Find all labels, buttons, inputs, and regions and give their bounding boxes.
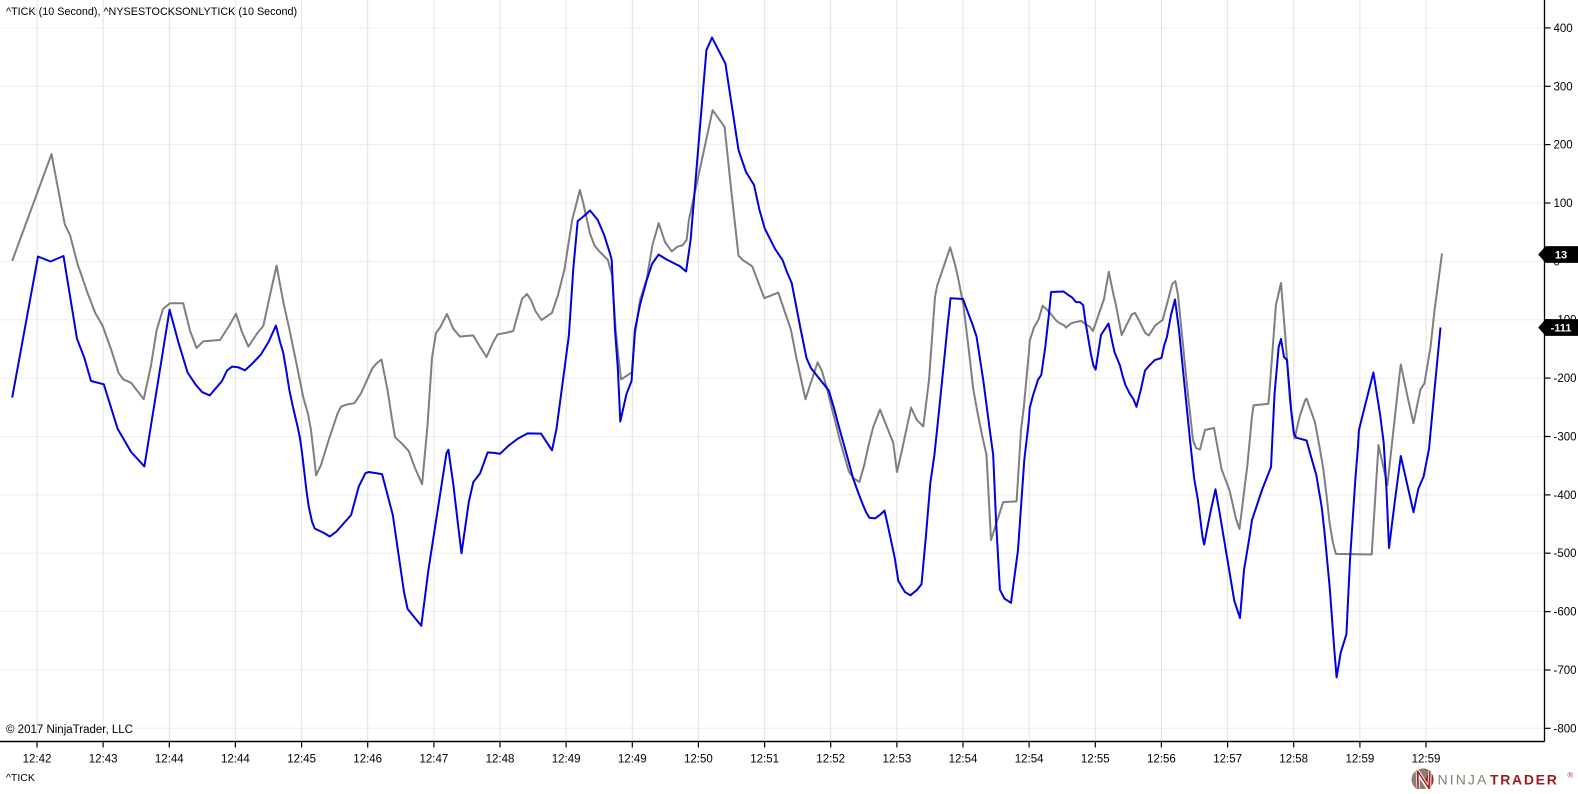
svg-text:13: 13 — [1555, 250, 1567, 262]
svg-text:12:44: 12:44 — [221, 754, 250, 766]
svg-text:^TICK: ^TICK — [6, 772, 35, 784]
svg-text:12:59: 12:59 — [1346, 754, 1375, 766]
svg-text:12:48: 12:48 — [486, 754, 515, 766]
svg-text:12:56: 12:56 — [1147, 754, 1176, 766]
svg-text:200: 200 — [1554, 140, 1573, 152]
svg-text:-300: -300 — [1554, 432, 1577, 444]
svg-text:-111: -111 — [1551, 323, 1572, 335]
svg-text:12:55: 12:55 — [1081, 754, 1110, 766]
svg-text:12:51: 12:51 — [750, 754, 779, 766]
svg-text:-200: -200 — [1554, 373, 1577, 385]
svg-text:300: 300 — [1554, 81, 1573, 93]
svg-text:^TICK (10 Second), ^NYSESTOCKS: ^TICK (10 Second), ^NYSESTOCKSONLYTICK (… — [6, 6, 297, 18]
svg-text:12:49: 12:49 — [552, 754, 581, 766]
svg-text:100: 100 — [1554, 198, 1573, 210]
svg-text:12:53: 12:53 — [883, 754, 912, 766]
svg-text:12:47: 12:47 — [420, 754, 449, 766]
svg-text:12:57: 12:57 — [1213, 754, 1242, 766]
svg-text:12:59: 12:59 — [1412, 754, 1441, 766]
svg-text:-400: -400 — [1554, 490, 1577, 502]
svg-text:12:45: 12:45 — [287, 754, 316, 766]
svg-text:400: 400 — [1554, 23, 1573, 35]
svg-text:-500: -500 — [1554, 548, 1577, 560]
svg-text:12:52: 12:52 — [816, 754, 845, 766]
svg-text:TRADER: TRADER — [1490, 772, 1559, 788]
svg-text:12:43: 12:43 — [89, 754, 118, 766]
svg-text:12:50: 12:50 — [684, 754, 713, 766]
svg-text:12:46: 12:46 — [353, 754, 382, 766]
svg-text:®: ® — [1568, 771, 1574, 780]
svg-text:-800: -800 — [1554, 723, 1577, 735]
svg-text:12:54: 12:54 — [949, 754, 978, 766]
svg-text:12:44: 12:44 — [155, 754, 184, 766]
svg-text:-700: -700 — [1554, 665, 1577, 677]
svg-text:© 2017 NinjaTrader, LLC: © 2017 NinjaTrader, LLC — [6, 724, 133, 736]
svg-text:12:54: 12:54 — [1015, 754, 1044, 766]
svg-text:12:58: 12:58 — [1279, 754, 1308, 766]
svg-text:12:42: 12:42 — [23, 754, 52, 766]
svg-text:12:49: 12:49 — [618, 754, 647, 766]
svg-text:-600: -600 — [1554, 607, 1577, 619]
svg-text:NINJA: NINJA — [1438, 772, 1489, 788]
